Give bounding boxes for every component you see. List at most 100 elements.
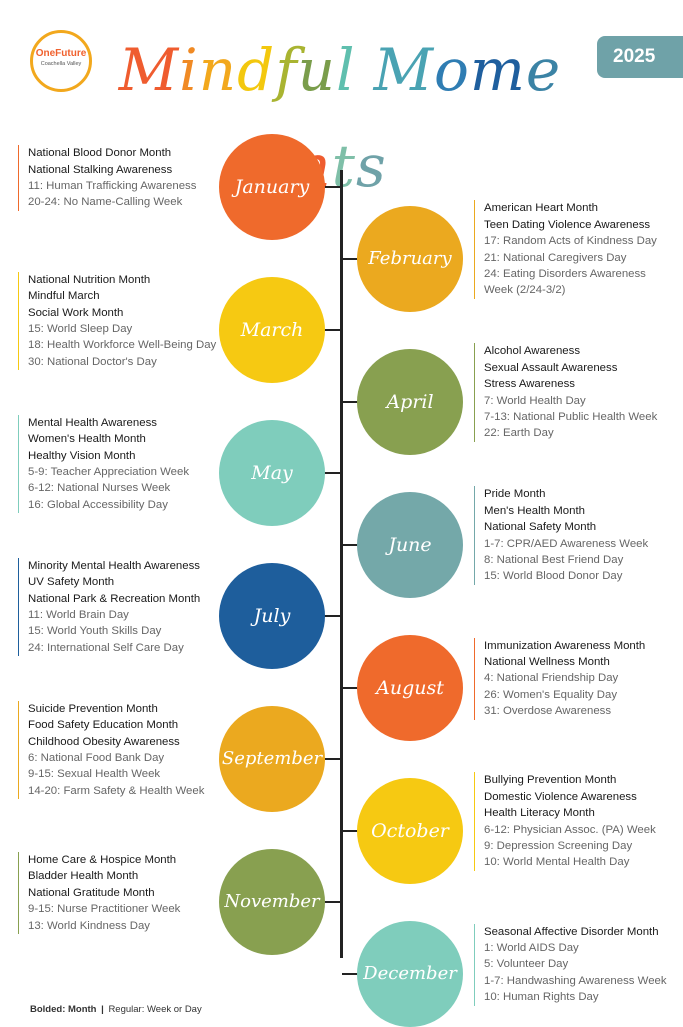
day-observance: 10: World Mental Health Day: [484, 856, 630, 869]
month-name: March: [240, 319, 304, 341]
day-observance: 1-7: CPR/AED Awareness Week: [484, 537, 649, 550]
events-list-february: American Heart Month Teen Dating Violence…: [474, 200, 683, 299]
title-letter: i: [179, 36, 199, 104]
day-observance: 9-15: Sexual Health Week: [28, 768, 161, 781]
events-list-may: Mental Health Awareness Women's Health Mo…: [18, 414, 248, 514]
day-observance: 31: Overdose Awareness: [484, 705, 612, 718]
month-name: October: [371, 819, 449, 842]
month-observance: National Blood Donor Month: [28, 147, 172, 160]
day-observance: 5: Volunteer Day: [484, 958, 569, 971]
month-name: July: [253, 605, 291, 627]
month-name: December: [363, 962, 457, 984]
month-circle-september: September: [219, 706, 325, 812]
page-title: Mindful Moments: [110, 22, 570, 200]
month-observance: UV Safety Month: [28, 576, 115, 589]
title-letter: M: [373, 36, 434, 104]
logo-ring: [30, 30, 92, 92]
month-observance: Bullying Prevention Month: [484, 774, 617, 787]
timeline-tick: [323, 758, 340, 760]
month-observance: Alcohol Awareness: [484, 345, 581, 358]
timeline-tick: [323, 186, 340, 188]
timeline-tick: [342, 686, 359, 689]
month-name: September: [221, 748, 323, 769]
month-name: January: [234, 176, 310, 198]
month-name: June: [388, 533, 432, 556]
onefuture-logo: OneFuture Coachella Valley: [30, 30, 92, 92]
logo-subtitle: Coachella Valley: [40, 61, 82, 67]
day-observance: 22: Earth Day: [484, 427, 554, 440]
month-observance: Pride Month: [484, 488, 546, 501]
title-letter: t: [331, 132, 356, 200]
day-observance: 26: Women's Equality Day: [484, 688, 618, 701]
day-observance: 5-9: Teacher Appreciation Week: [28, 466, 190, 479]
events-list-april: Alcohol Awareness Sexual Assault Awarenes…: [474, 343, 683, 442]
month-observance: Immunization Awareness Month: [484, 639, 646, 652]
month-name: April: [386, 390, 434, 413]
title-letter: o: [433, 36, 470, 104]
month-observance: Bladder Health Month: [28, 870, 139, 883]
day-observance: 14-20: Farm Safety & Health Week: [28, 784, 205, 797]
month-observance: Women's Health Month: [28, 433, 146, 446]
month-observance: American Heart Month: [484, 202, 598, 215]
timeline-tick: [323, 329, 340, 331]
day-observance: 16: Global Accessibility Day: [28, 498, 168, 511]
month-observance: Childhood Obesity Awareness: [28, 735, 180, 748]
timeline-line: [340, 170, 343, 958]
month-observance: National Stalking Awareness: [28, 163, 173, 176]
month-circle-june: June: [357, 491, 463, 598]
title-letter: m: [469, 36, 526, 104]
timeline-tick: [323, 615, 340, 617]
legend-regular: Regular: Week or Day: [108, 1004, 202, 1015]
events-list-october: Bullying Prevention Month Domestic Violen…: [474, 772, 683, 871]
timeline-tick: [342, 972, 359, 975]
day-observance: 1: World AIDS Day: [484, 941, 579, 954]
title-letter: d: [237, 36, 276, 104]
day-observance: 21: National Caregivers Day: [484, 251, 627, 264]
day-observance: 13: World Kindness Day: [28, 919, 150, 932]
month-circle-april: April: [357, 348, 463, 455]
month-name: November: [224, 891, 320, 912]
day-observance: 8: National Best Friend Day: [484, 553, 624, 566]
month-observance: National Safety Month: [484, 521, 597, 534]
month-circle-march: March: [219, 277, 325, 383]
month-name: May: [251, 462, 293, 484]
day-observance: 15: World Blood Donor Day: [484, 570, 623, 583]
title-letter: n: [198, 36, 238, 104]
title-letter: u: [297, 36, 337, 104]
day-observance: 1-7: Handwashing Awareness Week: [484, 974, 667, 987]
timeline-tick: [342, 257, 359, 260]
day-observance: 4: National Friendship Day: [484, 672, 619, 685]
month-observance: National Wellness Month: [484, 655, 610, 668]
day-observance: 15: World Youth Skills Day: [28, 625, 162, 638]
month-observance: Men's Health Month: [484, 504, 585, 517]
title-letter: s: [355, 132, 387, 200]
month-observance: National Park & Recreation Month: [28, 592, 201, 605]
month-observance: Seasonal Affective Disorder Month: [484, 925, 659, 938]
timeline-tick: [323, 472, 340, 474]
month-observance: Health Literacy Month: [484, 807, 595, 820]
month-observance: National Nutrition Month: [28, 273, 151, 286]
month-circle-october: October: [357, 777, 463, 884]
month-observance: Teen Dating Violence Awareness: [484, 218, 651, 231]
day-observance: 7: World Health Day: [484, 394, 586, 407]
logo-name: OneFuture: [35, 48, 87, 59]
day-observance: 17: Random Acts of Kindness Day: [484, 235, 657, 248]
day-observance: 7-13: National Public Health Week: [484, 410, 658, 423]
month-observance: Stress Awareness: [484, 378, 575, 391]
month-observance: Healthy Vision Month: [28, 449, 136, 462]
month-name: February: [368, 247, 452, 269]
legend-separator: |: [101, 1004, 104, 1015]
legend-footnote: Bolded: Month | Regular: Week or Day: [30, 1004, 202, 1015]
month-observance: National Gratitude Month: [28, 886, 155, 899]
events-list-september: Suicide Prevention Month Food Safety Educ…: [18, 700, 248, 800]
day-observance: 11: World Brain Day: [28, 609, 129, 622]
day-observance: 6-12: Physician Assoc. (PA) Week: [484, 823, 656, 836]
day-observance: 9-15: Nurse Practitioner Week: [28, 903, 181, 916]
day-observance: 6-12: National Nurses Week: [28, 482, 171, 495]
title-letter: f: [275, 36, 298, 104]
events-list-july: Minority Mental Health Awareness UV Safet…: [18, 557, 248, 657]
day-observance: 18: Health Workforce Well-Being Day: [28, 339, 217, 352]
month-observance: Minority Mental Health Awareness: [28, 559, 200, 572]
legend-bold: Bolded: Month: [30, 1004, 97, 1015]
day-observance: 6: National Food Bank Day: [28, 752, 165, 765]
